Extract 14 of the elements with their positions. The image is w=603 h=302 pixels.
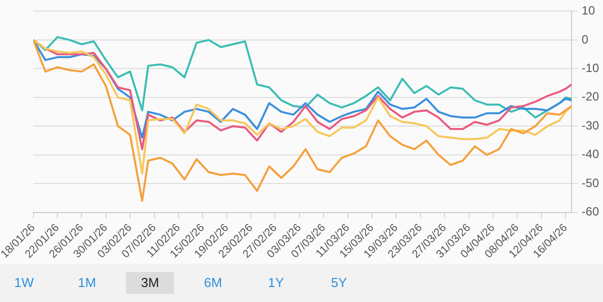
text: 1Y	[267, 274, 285, 292]
text: 3M	[126, 272, 174, 294]
y-tick-label: 0	[582, 32, 589, 46]
y-tick-label: -50	[582, 176, 600, 190]
text: 1M	[76, 274, 98, 292]
text: 1W	[13, 274, 35, 292]
y-tick-label: -60	[582, 204, 600, 219]
text: 6M	[202, 274, 224, 292]
text: 5Y	[330, 274, 348, 292]
y-tick-label: -30	[582, 118, 600, 132]
y-tick-label: -20	[582, 90, 600, 104]
y-tick-label: 10	[582, 4, 596, 18]
y-tick-label: -10	[582, 60, 600, 75]
y-tick-label: -40	[582, 147, 600, 162]
